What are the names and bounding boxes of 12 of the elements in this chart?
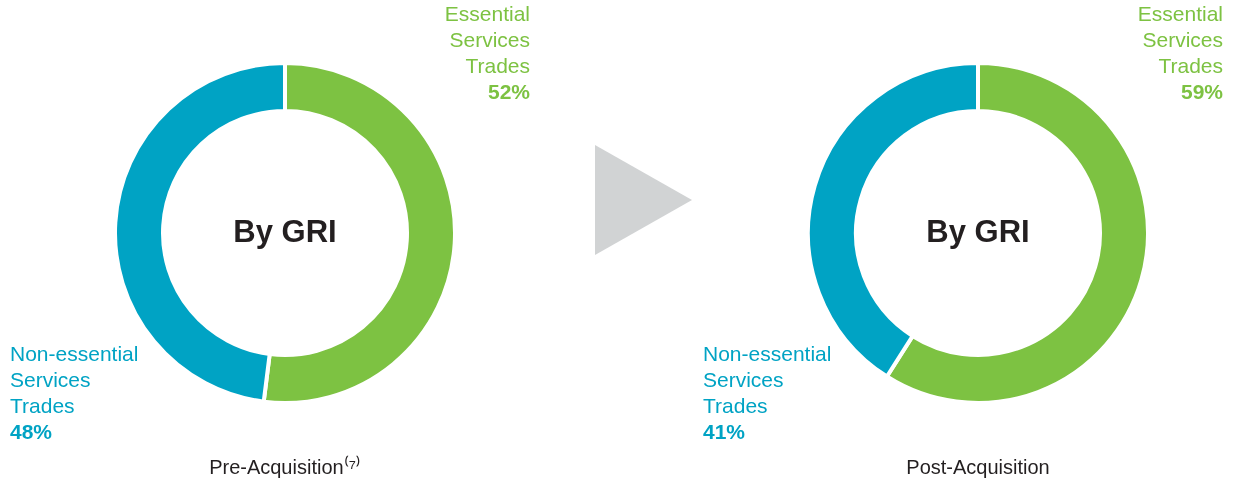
slice-label: Essential Services Trades [1137, 2, 1223, 77]
slice-label: Non-essential Services Trades [703, 342, 832, 417]
data-label: 48% [10, 420, 53, 443]
text: By GRI [926, 214, 1030, 249]
slice-label: Essential Services Trades [444, 2, 530, 77]
slice-label: Non-essential Services Trades [10, 342, 139, 417]
data-label: 41% [703, 420, 746, 443]
text: Post-Acquisition [906, 456, 1050, 478]
text: Pre-Acquisition⁽⁷⁾ [209, 455, 361, 478]
text: By GRI [233, 214, 337, 249]
data-label: 59% [1180, 80, 1224, 103]
data-label: 52% [487, 80, 531, 103]
